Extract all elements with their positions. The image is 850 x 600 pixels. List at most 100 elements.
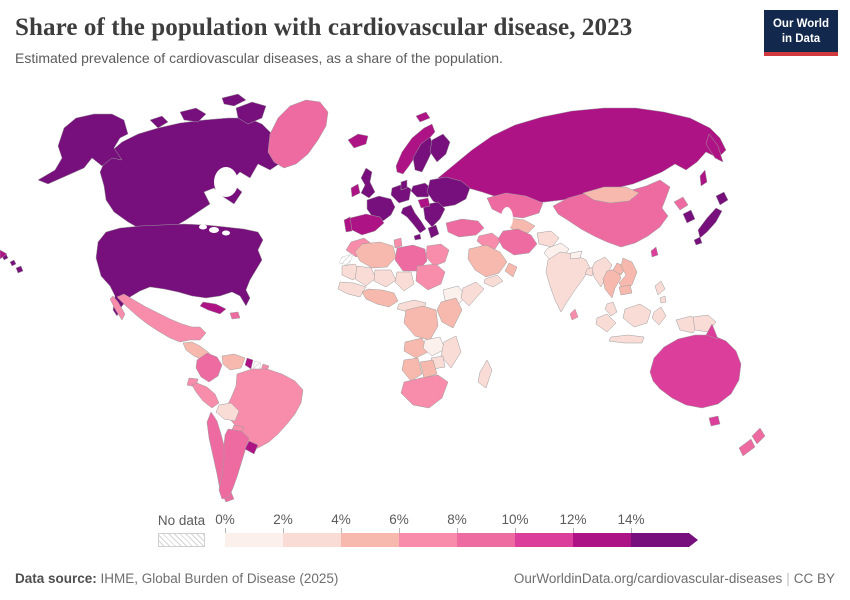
country-canada[interactable] <box>99 117 283 233</box>
country-philippines[interactable] <box>654 280 666 296</box>
country-argentina[interactable] <box>218 428 250 500</box>
country-levant[interactable] <box>476 232 502 250</box>
world-choropleth-map[interactable] <box>0 90 850 505</box>
country-hawaii[interactable] <box>9 259 17 267</box>
country-uruguay[interactable] <box>244 440 259 455</box>
country-iceland[interactable] <box>347 133 369 149</box>
country-south-korea[interactable] <box>682 209 696 224</box>
legend-no-data-swatch[interactable]: No data <box>158 513 205 547</box>
country-egypt[interactable] <box>425 243 450 267</box>
country-hispaniola[interactable] <box>229 311 241 320</box>
country-indonesia[interactable] <box>651 306 667 326</box>
country-west-africa[interactable] <box>337 281 367 298</box>
country-east-africa[interactable] <box>436 297 463 329</box>
country-japan[interactable] <box>693 236 703 246</box>
country-russia[interactable] <box>699 169 708 187</box>
country-portugal[interactable] <box>343 216 353 233</box>
country-cambodia[interactable] <box>618 284 633 296</box>
country-russia[interactable] <box>705 133 724 163</box>
country-peru[interactable] <box>191 382 220 409</box>
country-finland[interactable] <box>429 133 451 163</box>
country-japan[interactable] <box>697 207 723 239</box>
country-eastern-europe[interactable] <box>426 176 471 208</box>
legend-bin-6-8%[interactable]: 6% <box>389 512 457 547</box>
country-new-zealand[interactable] <box>738 438 756 457</box>
country-norway[interactable] <box>395 123 436 175</box>
country-mozambique[interactable] <box>440 335 462 369</box>
country-somalia[interactable] <box>460 281 485 307</box>
country-venezuela[interactable] <box>221 353 246 371</box>
country-taiwan[interactable] <box>650 246 659 258</box>
country-indonesia[interactable] <box>595 313 617 333</box>
country-guyana[interactable] <box>244 357 254 370</box>
country-poland[interactable] <box>410 182 433 198</box>
country-arctic-islands[interactable] <box>149 115 169 129</box>
country-indonesia[interactable] <box>608 334 645 344</box>
country-alaska[interactable] <box>37 113 129 185</box>
country-greece[interactable] <box>427 224 440 239</box>
country-cuba[interactable] <box>199 301 227 315</box>
country-japan[interactable] <box>715 191 729 206</box>
legend-bin-4-6%[interactable]: 4% <box>331 512 399 547</box>
country-tasmania[interactable] <box>708 415 721 427</box>
country-uk[interactable] <box>360 167 376 199</box>
country-algeria[interactable] <box>354 241 397 269</box>
legend-bin-2-4%[interactable]: 2% <box>273 512 341 547</box>
country-sudan[interactable] <box>415 263 446 291</box>
country-australia[interactable] <box>649 334 742 409</box>
country-mexico[interactable] <box>116 293 207 343</box>
country-italy[interactable] <box>413 233 422 241</box>
country-drc[interactable] <box>403 305 439 341</box>
owid-logo[interactable]: Our World in Data <box>764 10 838 56</box>
country-new-zealand[interactable] <box>751 427 766 445</box>
country-zambia[interactable] <box>422 336 446 357</box>
country-bolivia[interactable] <box>215 402 240 422</box>
legend-bin-12-14%[interactable]: 12% <box>559 512 631 547</box>
country-hawaii[interactable] <box>15 265 24 274</box>
country-western-sahara[interactable] <box>338 253 354 266</box>
country-south-africa[interactable] <box>400 374 449 409</box>
country-mexico[interactable] <box>109 295 126 321</box>
legend-bin-10-12%[interactable]: 10% <box>501 512 573 547</box>
country-greenland[interactable] <box>267 99 329 169</box>
country-nigeria[interactable] <box>361 288 399 308</box>
country-mongolia[interactable] <box>582 186 640 204</box>
country-arctic-islands[interactable] <box>221 93 247 107</box>
country-france[interactable] <box>366 195 396 222</box>
country-angola[interactable] <box>403 337 429 359</box>
country-oman[interactable] <box>504 262 518 278</box>
country-pacific-fragment[interactable] <box>0 249 8 260</box>
legend-bin-8-10%[interactable]: 8% <box>447 512 515 547</box>
country-iran[interactable] <box>497 228 538 256</box>
country-spain[interactable] <box>346 213 385 236</box>
country-yemen[interactable] <box>483 274 504 288</box>
country-denmark[interactable] <box>400 179 408 191</box>
country-svalbard[interactable] <box>415 111 431 123</box>
country-balkans[interactable] <box>422 201 446 228</box>
license-link[interactable]: CC BY <box>793 571 835 586</box>
country-kazakhstan[interactable] <box>486 192 544 219</box>
country-india[interactable] <box>545 251 591 313</box>
owid-url-link[interactable]: OurWorldinData.org/cardiovascular-diseas… <box>513 571 783 586</box>
country-nepal[interactable] <box>569 250 583 260</box>
legend-bin-14%+[interactable]: 14% <box>617 512 689 547</box>
country-turkey[interactable] <box>445 218 485 238</box>
country-madagascar[interactable] <box>477 359 493 389</box>
country-russia[interactable] <box>437 107 727 204</box>
country-north-korea[interactable] <box>673 196 689 211</box>
country-australia[interactable] <box>705 323 719 340</box>
country-chad[interactable] <box>394 271 415 292</box>
country-namibia[interactable] <box>401 357 423 382</box>
country-tunisia[interactable] <box>393 237 403 249</box>
country-usa[interactable] <box>95 223 264 317</box>
country-afghanistan[interactable] <box>536 230 560 248</box>
country-niger[interactable] <box>373 269 397 288</box>
country-indonesia[interactable] <box>622 303 652 328</box>
country-botswana[interactable] <box>419 359 438 379</box>
country-sri-lanka[interactable] <box>569 308 579 321</box>
country-ireland[interactable] <box>350 183 361 198</box>
country-mali[interactable] <box>354 265 377 287</box>
country-arctic-islands[interactable] <box>235 101 267 125</box>
country-philippines[interactable] <box>659 295 667 304</box>
legend-bin-0-2%[interactable]: 0% <box>215 512 283 547</box>
